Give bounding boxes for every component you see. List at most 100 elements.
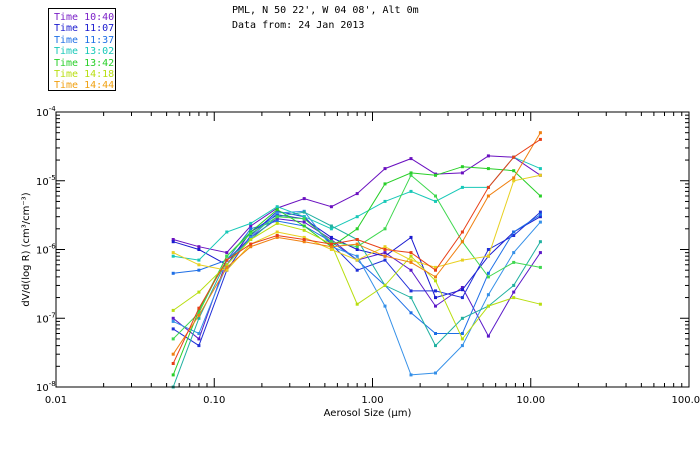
y-tick-mantissa: 10 bbox=[36, 383, 49, 394]
series-line bbox=[172, 218, 541, 340]
data-point bbox=[409, 171, 413, 175]
data-point bbox=[460, 296, 464, 300]
y-tick-exponent: -4 bbox=[49, 105, 57, 113]
data-point bbox=[275, 219, 279, 223]
plot-frame bbox=[55, 111, 690, 388]
data-point bbox=[486, 271, 490, 275]
series-group bbox=[171, 221, 542, 341]
data-point bbox=[434, 289, 437, 293]
data-point bbox=[512, 296, 516, 300]
data-point bbox=[197, 245, 201, 249]
data-point bbox=[538, 137, 542, 141]
data-point bbox=[275, 209, 279, 213]
data-point bbox=[197, 258, 201, 262]
data-point bbox=[197, 263, 201, 267]
data-point bbox=[355, 215, 359, 219]
legend-entry: Time 11:37 bbox=[54, 34, 115, 46]
data-point bbox=[302, 217, 306, 221]
data-point bbox=[355, 258, 359, 262]
data-point bbox=[171, 238, 175, 241]
data-point bbox=[197, 308, 201, 312]
data-point bbox=[409, 173, 413, 177]
data-point bbox=[409, 296, 413, 300]
legend-entry: Time 14:18 bbox=[54, 69, 115, 81]
data-point bbox=[486, 293, 490, 297]
x-tick-label: 0.01 bbox=[45, 395, 67, 406]
series-group bbox=[171, 137, 542, 365]
data-point bbox=[383, 248, 387, 251]
data-point bbox=[383, 251, 387, 255]
x-tick-label: 10.00 bbox=[516, 395, 545, 406]
data-point bbox=[460, 316, 464, 320]
data-point bbox=[538, 240, 542, 244]
data-point bbox=[171, 327, 175, 331]
data-point bbox=[302, 240, 306, 244]
data-point bbox=[197, 344, 201, 348]
data-point bbox=[538, 194, 542, 198]
data-point bbox=[171, 362, 175, 365]
data-point bbox=[538, 302, 542, 306]
data-point bbox=[538, 173, 542, 177]
data-point bbox=[434, 173, 437, 177]
data-point bbox=[225, 254, 229, 258]
y-tick-mantissa: 10 bbox=[36, 314, 49, 325]
data-point bbox=[171, 319, 175, 323]
data-point bbox=[171, 308, 175, 312]
series-group bbox=[171, 173, 542, 341]
data-point bbox=[171, 240, 175, 244]
data-point bbox=[355, 268, 359, 272]
series-line bbox=[172, 210, 541, 376]
plot-header-date: Data from: 24 Jan 2013 bbox=[232, 20, 365, 31]
data-point bbox=[171, 337, 175, 341]
data-point bbox=[171, 271, 175, 275]
data-point bbox=[171, 373, 175, 377]
data-point bbox=[197, 313, 201, 317]
data-point bbox=[434, 304, 437, 308]
series-group bbox=[171, 173, 542, 272]
data-point bbox=[302, 197, 306, 201]
data-point bbox=[355, 238, 359, 241]
data-point bbox=[538, 265, 542, 269]
data-point bbox=[249, 227, 253, 231]
data-point bbox=[460, 240, 464, 244]
data-point bbox=[275, 205, 279, 209]
data-point bbox=[302, 228, 306, 232]
data-point bbox=[486, 194, 490, 198]
data-point bbox=[383, 227, 387, 231]
data-point bbox=[275, 235, 279, 239]
x-tick-label: 0.10 bbox=[203, 395, 225, 406]
data-point bbox=[355, 302, 359, 306]
data-point bbox=[512, 234, 516, 237]
y-tick-mantissa: 10 bbox=[36, 177, 49, 188]
data-point bbox=[383, 304, 387, 308]
data-point bbox=[329, 240, 333, 244]
data-point bbox=[275, 215, 279, 219]
data-point bbox=[197, 316, 201, 320]
data-point bbox=[538, 251, 542, 255]
data-point bbox=[409, 311, 413, 315]
data-point bbox=[383, 254, 387, 258]
y-tick-label: 10-7 bbox=[36, 311, 56, 325]
data-point bbox=[197, 268, 201, 272]
data-point bbox=[249, 230, 253, 234]
data-point bbox=[512, 290, 516, 294]
data-point bbox=[329, 205, 333, 209]
data-point bbox=[329, 235, 333, 239]
data-point bbox=[225, 230, 229, 234]
data-point bbox=[460, 344, 464, 348]
data-point bbox=[486, 154, 490, 158]
data-point bbox=[409, 157, 413, 161]
data-point bbox=[434, 296, 437, 300]
data-point bbox=[355, 192, 359, 196]
data-point bbox=[275, 234, 279, 237]
data-point bbox=[355, 227, 359, 231]
data-point bbox=[275, 221, 279, 225]
data-point bbox=[383, 182, 387, 186]
data-point bbox=[197, 311, 201, 315]
data-point bbox=[409, 235, 413, 239]
data-point bbox=[409, 260, 413, 264]
data-point bbox=[275, 211, 279, 215]
data-point bbox=[225, 265, 229, 269]
plot-header-location: PML, N 50 22', W 04 08', Alt 0m bbox=[232, 5, 419, 16]
